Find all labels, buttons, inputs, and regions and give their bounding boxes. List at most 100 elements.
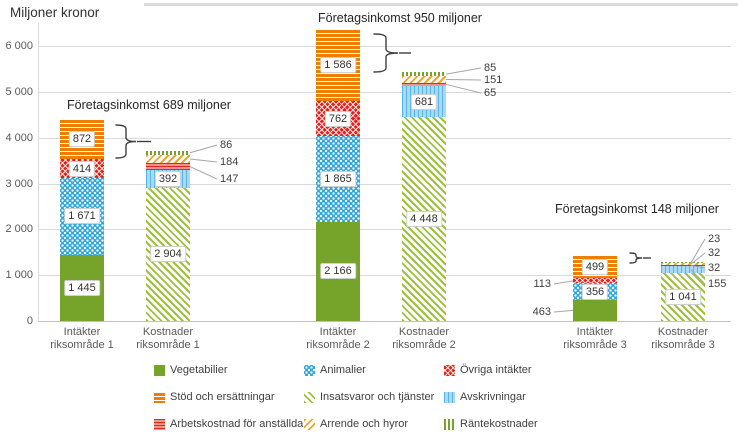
y-axis-tick-label: 1 000: [5, 269, 33, 282]
segment-value-callout: 155: [708, 278, 727, 290]
annotation-foretagsinkomst-region2: Företagsinkomst 950 miljoner: [318, 11, 482, 25]
segment-value-callout: 113: [533, 278, 551, 290]
x-axis-label-line: Intäkter: [319, 326, 357, 338]
segment-value-callout: 184: [220, 156, 239, 168]
segment-value-callout: 65: [484, 87, 497, 99]
segment-stod-och-ersattningar: [60, 119, 104, 160]
x-axis-label-line: riksområde 2: [392, 339, 456, 351]
segment-value-label: 1 445: [64, 279, 100, 296]
legend-swatch-icon: [154, 364, 165, 376]
segment-vegetabilier: [573, 299, 617, 321]
gridline: [38, 137, 731, 139]
legend-label: Arrende och hyror: [320, 418, 409, 430]
y-axis-line: [38, 23, 39, 321]
annotation-foretagsinkomst-region1: Företagsinkomst 689 miljoner: [67, 98, 231, 112]
annotation-foretagsinkomst-region3: Företagsinkomst 148 miljoner: [555, 202, 719, 216]
segment-value-label: 872: [68, 131, 96, 148]
y-axis-tick-label: 5 000: [5, 85, 33, 98]
segment-value-callout: 32: [708, 247, 721, 259]
segment-value-callout: 32: [708, 262, 721, 274]
segment-arbetskostnad-for-anstallda: [661, 264, 705, 267]
segment-arrende-och-hyror: [402, 76, 446, 83]
legend-label: Animalier: [320, 364, 366, 376]
segment-value-label: 762: [324, 110, 352, 127]
gridline: [38, 275, 731, 277]
x-axis-label-line: riksområde 3: [651, 339, 715, 351]
legend-swatch-icon: [304, 418, 315, 430]
legend-label: Vegetabilier: [170, 364, 228, 376]
y-axis-tick-label: 6 000: [5, 40, 33, 52]
x-axis-label-line: riksområde 2: [306, 339, 370, 351]
segment-value-label: 4 448: [406, 211, 442, 228]
legend-item-vegetabilier: Vegetabilier: [154, 363, 304, 377]
callout-line: [445, 78, 482, 81]
legend-item-stod-och-ersattningar: Stöd och ersättningar: [154, 390, 304, 404]
legend-label: Stöd och ersättningar: [170, 391, 275, 403]
y-axis-tick-label: 2 000: [5, 223, 33, 236]
segment-arrende-och-hyror: [146, 154, 190, 164]
legend-label: Avskrivningar: [460, 391, 526, 403]
callout-line: [189, 158, 218, 163]
legend-item-arbetskostnad-for-anstallda: Arbetskostnad för anställda: [154, 417, 304, 431]
segment-arbetskostnad-for-anstallda: [402, 82, 446, 86]
segment-value-callout: 85: [484, 62, 497, 74]
top-border-line: [144, 3, 738, 6]
legend-swatch-icon: [154, 391, 165, 403]
callout-line: [690, 238, 706, 263]
y-axis-unit-label: Miljoner kronor: [10, 5, 100, 20]
legend-label: Arbetskostnad för anställda: [170, 418, 304, 430]
x-axis-label-line: riksområde 3: [563, 339, 627, 351]
legend-swatch-icon: [444, 418, 455, 430]
callout-line: [189, 144, 218, 154]
segment-value-callout: 86: [220, 139, 233, 151]
x-axis-label-line: Kostnader: [657, 326, 709, 338]
gridline: [38, 229, 731, 231]
x-axis-label: Intäkter riksområde 1: [50, 326, 114, 352]
segment-value-label: 1 671: [64, 208, 100, 225]
legend: Vegetabilier Animalier Övriga intäkter Stöd…: [154, 363, 538, 431]
segment-value-label: 1 041: [665, 289, 701, 306]
segment-arbetskostnad-for-anstallda: [146, 163, 190, 170]
brace-icon: [629, 252, 643, 264]
segment-value-label: 1 865: [320, 170, 356, 187]
segment-value-callout: 23: [708, 233, 721, 245]
segment-value-label: 499: [581, 258, 609, 275]
x-axis-label: Intäkter riksområde 3: [563, 326, 627, 352]
x-axis-label-line: Intäkter: [576, 326, 614, 338]
segment-value-callout: 463: [532, 306, 551, 318]
x-axis-label: Kostnader riksområde 3: [651, 326, 715, 352]
x-axis-label: Kostnader riksområde 1: [136, 326, 200, 352]
legend-item-insatsvaror-och-tjanster: Insatsvaror och tjänster: [304, 390, 444, 404]
segment-value-label: 2 166: [320, 263, 356, 280]
x-axis-label: Kostnader riksområde 2: [392, 326, 456, 352]
callout-line: [553, 280, 574, 285]
gridline: [38, 183, 731, 185]
segment-avskrivningar: [661, 266, 705, 274]
brace-icon: [115, 124, 137, 159]
gridline: [38, 91, 731, 93]
segment-value-label: 414: [68, 160, 96, 177]
segment-value-label: 2 904: [150, 246, 186, 263]
segment-value-callout: 147: [220, 173, 239, 185]
segment-rantekostnader: [661, 262, 705, 264]
x-axis-label: Intäkter riksområde 2: [306, 326, 370, 352]
x-axis-label-line: Intäkter: [63, 326, 101, 338]
x-axis-label-line: Kostnader: [398, 326, 450, 338]
segment-value-label: 356: [581, 283, 609, 300]
brace-icon: [373, 33, 399, 73]
legend-swatch-icon: [444, 391, 455, 403]
legend-item-animalier: Animalier: [304, 363, 444, 377]
segment-rantekostnader: [402, 72, 446, 77]
legend-swatch-icon: [444, 364, 455, 376]
segment-arrende-och-hyror: [661, 263, 705, 265]
gridline: [38, 321, 731, 322]
segment-value-callout: 151: [484, 74, 503, 86]
y-axis-tick-label: 4 000: [5, 131, 33, 144]
gridline: [38, 46, 731, 47]
legend-swatch-icon: [304, 364, 315, 376]
legend-item-arrende-och-hyror: Arrende och hyror: [304, 417, 444, 431]
callout-line: [445, 67, 482, 75]
legend-swatch-icon: [154, 418, 165, 430]
legend-item-rantekostnader: Räntekostnader: [444, 417, 538, 431]
